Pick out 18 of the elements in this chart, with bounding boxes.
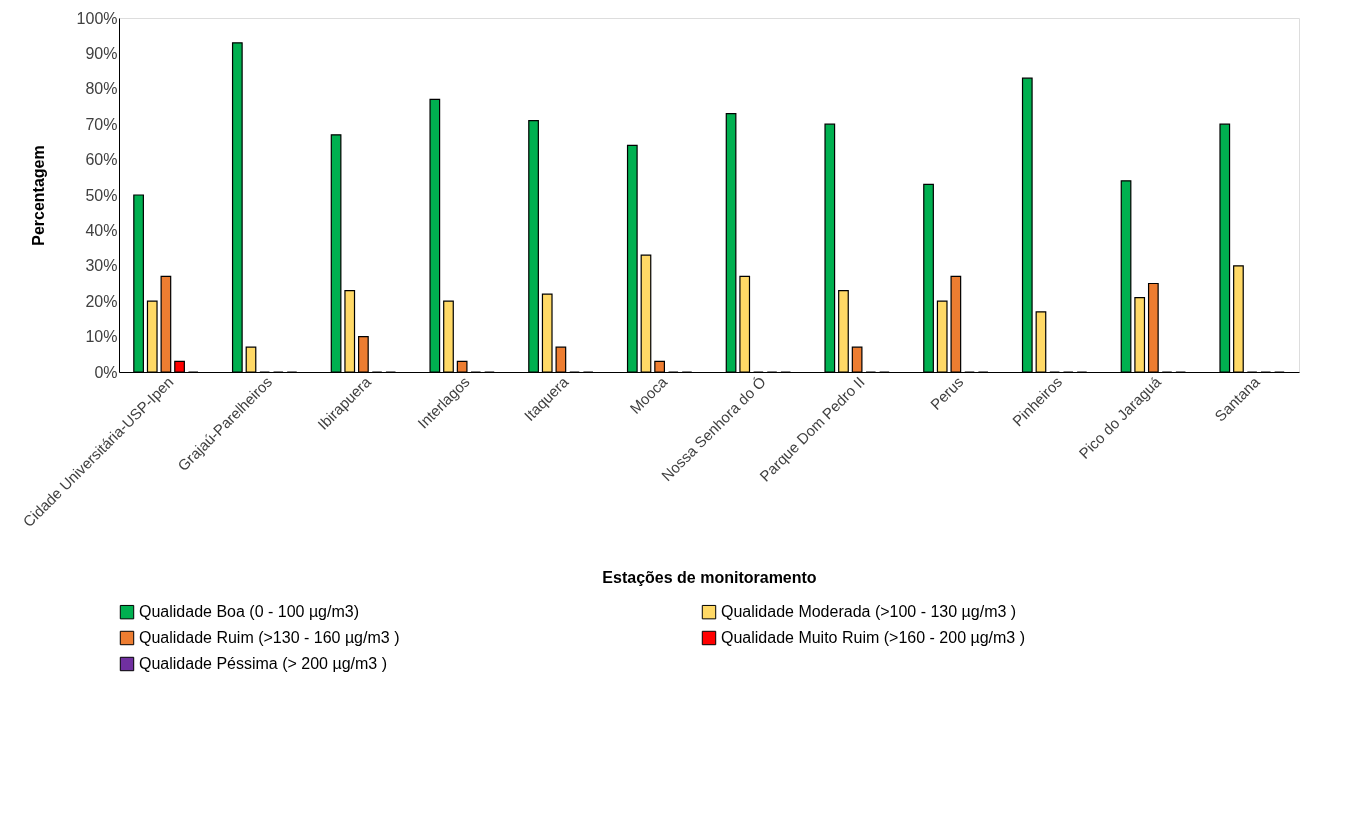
y-tick-label: 80%: [85, 80, 118, 98]
y-tick-label: 60%: [85, 151, 118, 169]
y-tick-label: 50%: [85, 186, 118, 204]
y-tick-label: 40%: [85, 221, 118, 239]
y-tick-label: 30%: [85, 257, 118, 275]
y-tick-label: 70%: [85, 115, 118, 133]
legend-label: Qualidade Péssima (> 200 µg/m3 ): [139, 655, 388, 672]
x-axis-title: Estações de monitoramento: [602, 569, 817, 587]
legend-label: Qualidade Boa (0 - 100 µg/m3): [139, 603, 360, 621]
y-tick-label: 10%: [85, 328, 118, 346]
legend-label: Qualidade Moderada (>100 - 130 µg/m3 ): [721, 603, 1017, 621]
y-tick-label: 0%: [94, 363, 118, 381]
legend-label: Qualidade Ruim (>130 - 160 µg/m3 ): [139, 629, 400, 646]
y-axis-title: Percentagem: [29, 145, 47, 246]
y-tick-label: 20%: [85, 292, 118, 310]
y-tick-label: 90%: [85, 44, 118, 62]
y-tick-label: 100%: [76, 9, 118, 27]
legend-label: Qualidade Muito Ruim (>160 - 200 µg/m3 ): [721, 629, 1026, 646]
